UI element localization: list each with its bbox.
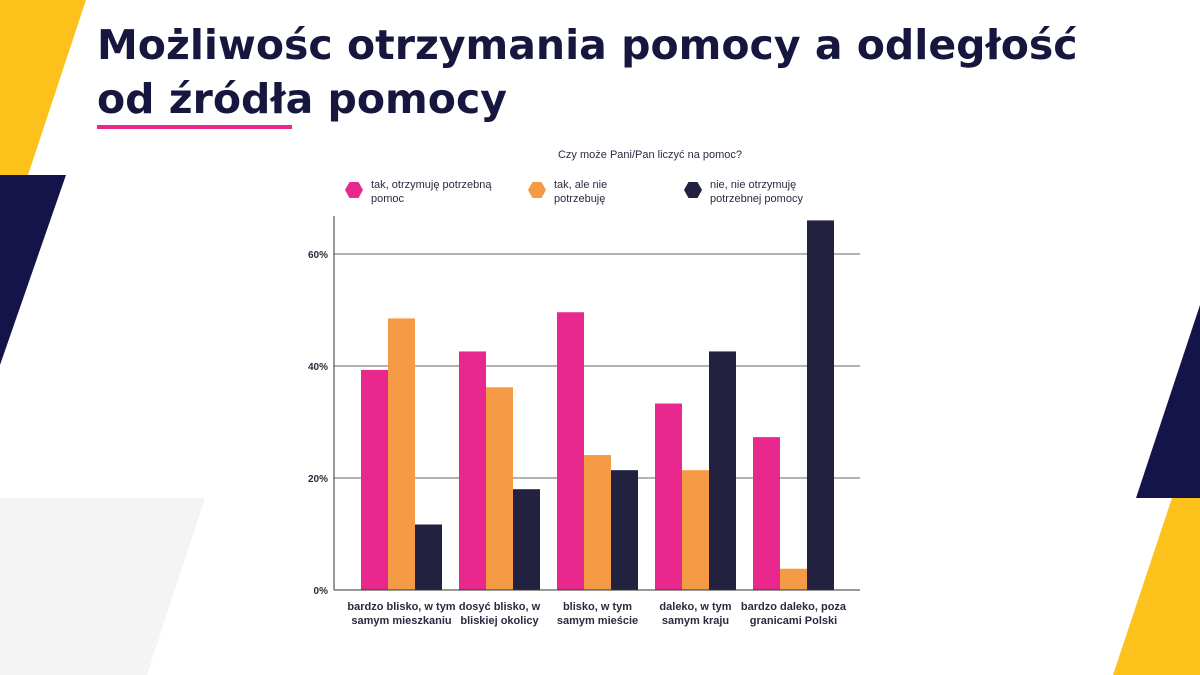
legend-item-yes-receive: tak, otrzymuję potrzebną pomoc	[345, 178, 511, 206]
x-tick-label: blisko, w tym samym mieście	[556, 601, 639, 627]
legend-item-no-receive: nie, nie otrzymuję potrzebnej pomocy	[684, 178, 840, 206]
bar	[584, 455, 611, 590]
hexagon-icon	[684, 182, 702, 198]
bar	[361, 369, 388, 590]
bar-layer	[361, 220, 834, 590]
yellow-stripe-bottom-right	[1113, 498, 1200, 675]
bar	[753, 437, 780, 590]
bar	[415, 524, 442, 590]
bar	[486, 387, 513, 590]
y-tick-label: 40%	[308, 362, 328, 373]
bar	[513, 489, 540, 590]
bar	[611, 470, 638, 590]
legend-label: tak, otrzymuję potrzebną pomoc	[371, 179, 492, 205]
legend-item-yes-not-needed: tak, ale nie potrzebuję	[528, 178, 634, 206]
bar	[780, 568, 807, 590]
bar	[459, 351, 486, 590]
y-tick-label: 60%	[308, 250, 328, 261]
hexagon-icon	[345, 182, 363, 198]
bar	[682, 470, 709, 590]
tick-layer: 0% 20% 40% 60%	[308, 250, 328, 597]
bar	[388, 318, 415, 590]
navy-stripe-left	[0, 175, 66, 365]
chart-title: Czy może Pani/Pan liczyć na pomoc?	[557, 149, 743, 161]
yellow-stripe-top-left	[0, 0, 86, 175]
page-title: Możliwośc otrzymania pomocy a odległość o…	[97, 21, 1078, 123]
title-underline	[97, 125, 292, 129]
bar	[709, 351, 736, 590]
bar	[655, 403, 682, 590]
y-tick-label: 20%	[308, 474, 328, 485]
hexagon-icon	[528, 182, 546, 198]
x-tick-label: bardzo daleko, poza granicami Polski	[740, 601, 847, 627]
gray-stripe-bottom-left	[0, 498, 205, 675]
x-tick-label: bardzo blisko, w tym samym mieszkaniu	[347, 601, 456, 627]
legend-label: nie, nie otrzymuję potrzebnej pomocy	[710, 179, 803, 205]
x-tick-label: dosyć blisko, w bliskiej okolicy	[458, 601, 541, 627]
navy-stripe-right	[1136, 305, 1200, 498]
legend-label: tak, ale nie potrzebuję	[554, 179, 608, 205]
bar	[557, 312, 584, 590]
bar	[807, 220, 834, 590]
y-tick-label: 0%	[314, 586, 329, 597]
x-tick-label: daleko, w tym samym kraju	[659, 601, 732, 627]
